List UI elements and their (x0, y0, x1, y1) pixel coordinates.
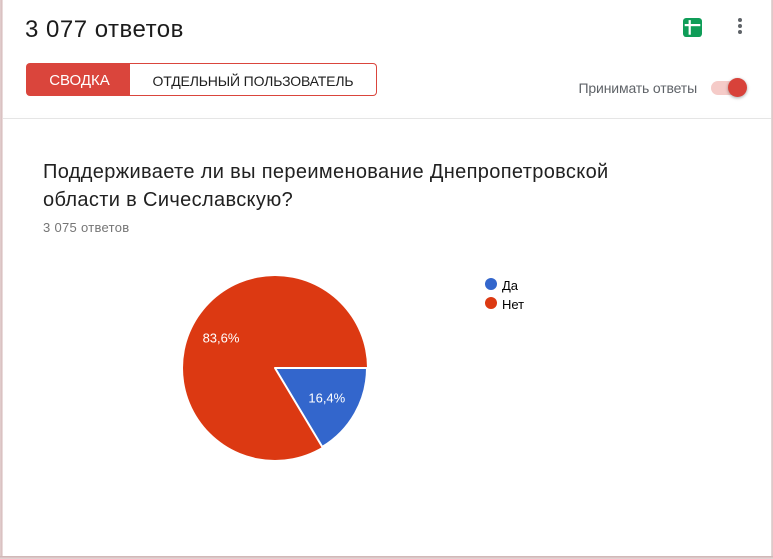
svg-text:16,4%: 16,4% (308, 391, 345, 406)
svg-text:83,6%: 83,6% (202, 331, 239, 346)
